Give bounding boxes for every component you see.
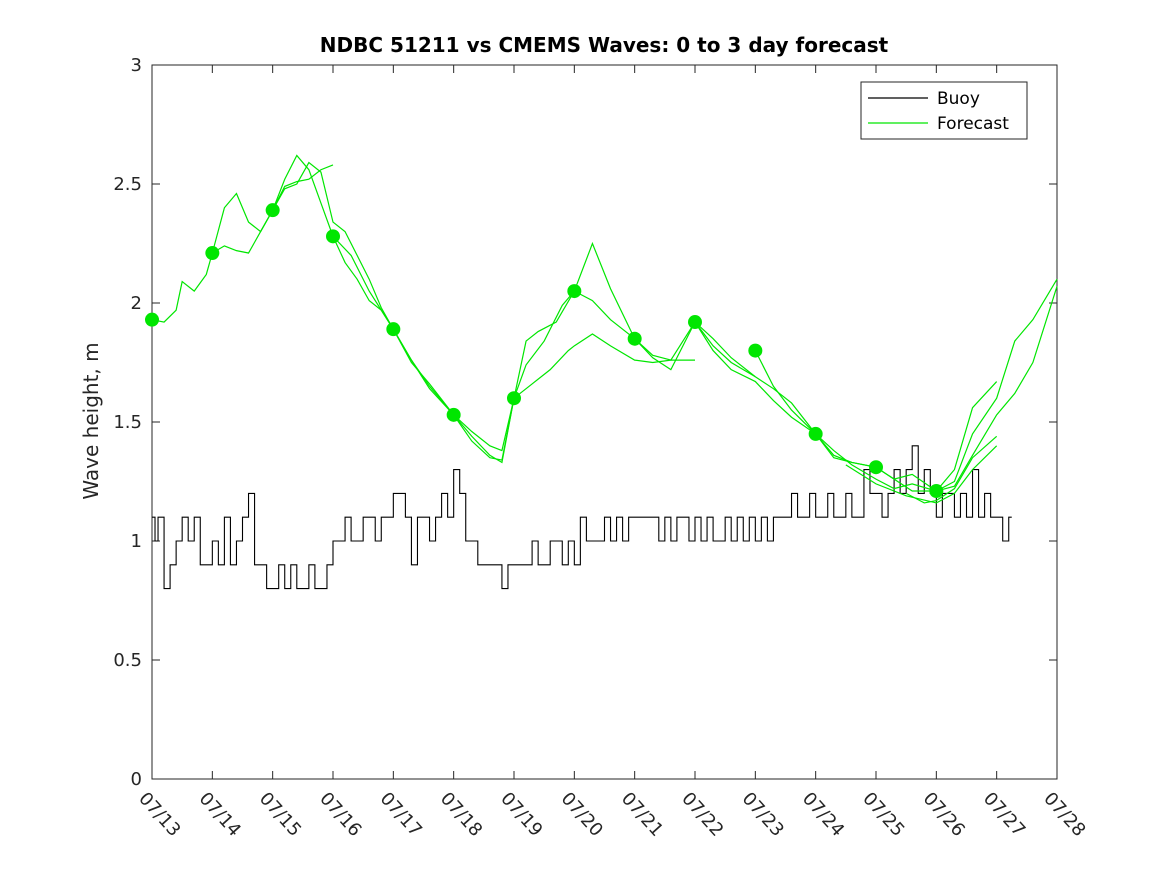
x-tick-label: 07/24 <box>798 788 848 841</box>
x-tick-label: 07/22 <box>677 788 727 841</box>
x-tick-label: 07/14 <box>195 788 245 841</box>
forecast-series-line-10 <box>754 350 937 492</box>
plot-area <box>151 64 1058 780</box>
buoy-series-line <box>152 445 1012 590</box>
forecast-series-line-0 <box>151 164 334 323</box>
y-tick-label: 2.5 <box>113 174 142 195</box>
x-tick-label: 07/21 <box>617 788 667 841</box>
forecast-marker <box>567 284 582 299</box>
x-tick-label: 07/18 <box>436 788 486 841</box>
forecast-series-line-1 <box>211 154 394 330</box>
x-tick-label: 07/19 <box>496 788 546 841</box>
series-layer <box>151 154 1058 590</box>
forecast-marker <box>507 391 521 406</box>
forecast-marker <box>265 203 280 218</box>
forecast-marker <box>145 312 159 327</box>
forecast-marker <box>688 315 702 330</box>
y-tick-label: 0 <box>131 769 142 790</box>
x-tick-label: 07/26 <box>919 788 969 841</box>
forecast-series-line-9 <box>694 321 877 468</box>
x-tick-label: 07/15 <box>255 788 305 841</box>
x-tick-label: 07/17 <box>376 788 426 841</box>
forecast-series-line-8 <box>634 321 817 435</box>
forecast-marker <box>748 343 763 358</box>
forecast-series-line-7 <box>574 290 756 378</box>
y-tick-label: 1 <box>131 531 142 552</box>
forecast-series-line-11 <box>815 381 998 492</box>
y-tick-label: 0.5 <box>113 650 142 671</box>
x-tick-label: 07/23 <box>738 788 788 841</box>
legend-label-buoy: Buoy <box>937 89 980 109</box>
x-tick-label: 07/25 <box>858 788 908 841</box>
forecast-series-line-12 <box>875 278 1058 492</box>
forecast-marker <box>386 322 401 337</box>
forecast-marker <box>929 484 944 499</box>
forecast-marker <box>326 229 340 244</box>
forecast-series-line-15 <box>845 445 998 504</box>
forecast-series-line-3 <box>332 235 515 452</box>
x-tick-label: 07/20 <box>557 788 607 841</box>
y-tick-label: 2 <box>131 293 142 314</box>
x-tick-label: 07/27 <box>979 788 1029 841</box>
legend-box <box>860 81 1028 140</box>
forecast-series-line-2 <box>272 161 455 416</box>
legend: Buoy Forecast <box>860 81 1028 140</box>
y-axis-ticks: 0 0.5 1 1.5 2 2.5 3 <box>113 55 1057 790</box>
forecast-series-line-13 <box>936 286 1058 492</box>
chart-title: NDBC 51211 vs CMEMS Waves: 0 to 3 day fo… <box>320 33 889 57</box>
forecast-series-line-5 <box>453 241 636 461</box>
forecast-marker <box>205 246 220 261</box>
forecast-marker-layer <box>145 203 944 499</box>
y-axis-label: Wave height, m <box>79 342 103 499</box>
legend-label-forecast: Forecast <box>937 114 1009 134</box>
y-tick-label: 3 <box>131 55 142 76</box>
forecast-series-line-14 <box>905 435 998 504</box>
forecast-marker <box>808 426 823 441</box>
forecast-marker <box>869 460 883 475</box>
forecast-marker <box>627 331 642 346</box>
x-tick-label: 07/16 <box>315 788 365 841</box>
y-tick-label: 1.5 <box>113 412 142 433</box>
forecast-marker <box>446 407 461 422</box>
x-tick-label: 07/28 <box>1039 788 1089 841</box>
x-tick-label: 07/13 <box>134 788 184 841</box>
